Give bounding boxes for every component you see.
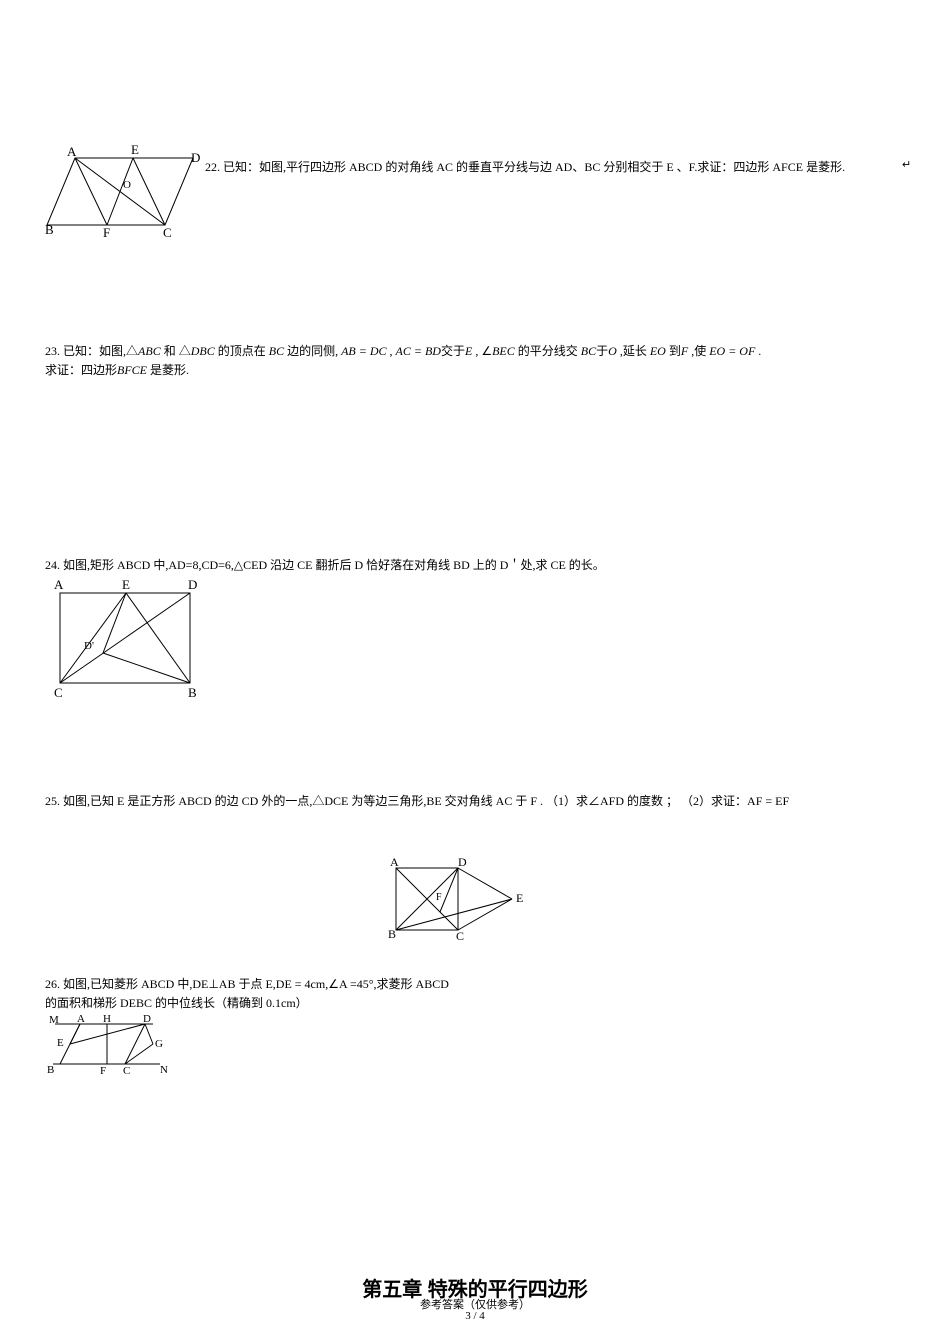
page-number: 3 / 4 bbox=[0, 1310, 950, 1322]
label-24-Dp: D' bbox=[84, 640, 94, 652]
label-26-H: H bbox=[103, 1013, 111, 1025]
label-24-D: D bbox=[188, 577, 197, 592]
problem-24-text: 24. 如图,矩形 ABCD 中,AD=8,CD=6,△CED 沿边 CE 翻折… bbox=[45, 556, 915, 575]
problem-26-text: 26. 如图,已知菱形 ABCD 中,DE⊥AB 于点 E,DE = 4cm,∠… bbox=[45, 975, 605, 1013]
label-25-B: B bbox=[388, 927, 396, 941]
figure-22: A E D B F C O bbox=[45, 140, 200, 240]
label-26-A: A bbox=[77, 1013, 85, 1025]
label-22-A: A bbox=[67, 144, 77, 159]
label-25-F: F bbox=[436, 892, 442, 903]
label-25-C: C bbox=[456, 929, 464, 943]
figure-24: A E D C B D' bbox=[48, 575, 213, 705]
label-26-G: G bbox=[155, 1038, 163, 1050]
problem-25-text: 25. 如图,已知 E 是正方形 ABCD 的边 CD 外的一点,△DCE 为等… bbox=[45, 792, 915, 811]
label-22-E: E bbox=[131, 142, 139, 157]
label-24-A: A bbox=[54, 577, 64, 592]
problem-22-text: 22. 已知：如图,平行四边形 ABCD 的对角线 AC 的垂直平分线与边 AD… bbox=[205, 158, 905, 177]
label-26-C: C bbox=[123, 1065, 130, 1077]
label-22-O: O bbox=[123, 179, 131, 191]
label-26-F: F bbox=[100, 1065, 106, 1077]
label-26-E: E bbox=[57, 1037, 64, 1049]
label-24-B: B bbox=[188, 685, 197, 700]
figure-25: A D B C E F bbox=[378, 856, 538, 951]
label-26-N: N bbox=[160, 1064, 168, 1076]
label-25-A: A bbox=[390, 856, 399, 869]
figure-26: M A H D E G B F C N bbox=[45, 1010, 175, 1080]
label-25-E: E bbox=[516, 891, 523, 905]
label-24-C: C bbox=[54, 685, 63, 700]
label-24-E: E bbox=[122, 577, 130, 592]
label-25-D: D bbox=[458, 856, 467, 869]
label-22-F: F bbox=[103, 225, 110, 240]
label-22-D: D bbox=[191, 150, 200, 165]
label-26-B: B bbox=[47, 1064, 54, 1076]
label-22-B: B bbox=[45, 222, 54, 237]
label-26-D: D bbox=[143, 1013, 151, 1025]
problem-22-content: 22. 已知：如图,平行四边形 ABCD 的对角线 AC 的垂直平分线与边 AD… bbox=[205, 160, 845, 174]
label-26-M: M bbox=[49, 1014, 59, 1026]
label-22-C: C bbox=[163, 225, 172, 240]
problem-23-text: 23. 已知：如图,△ABC 和 △DBC 的顶点在 BC 边的同侧, AB =… bbox=[45, 342, 915, 380]
flip-icon: ↵ bbox=[902, 158, 911, 171]
